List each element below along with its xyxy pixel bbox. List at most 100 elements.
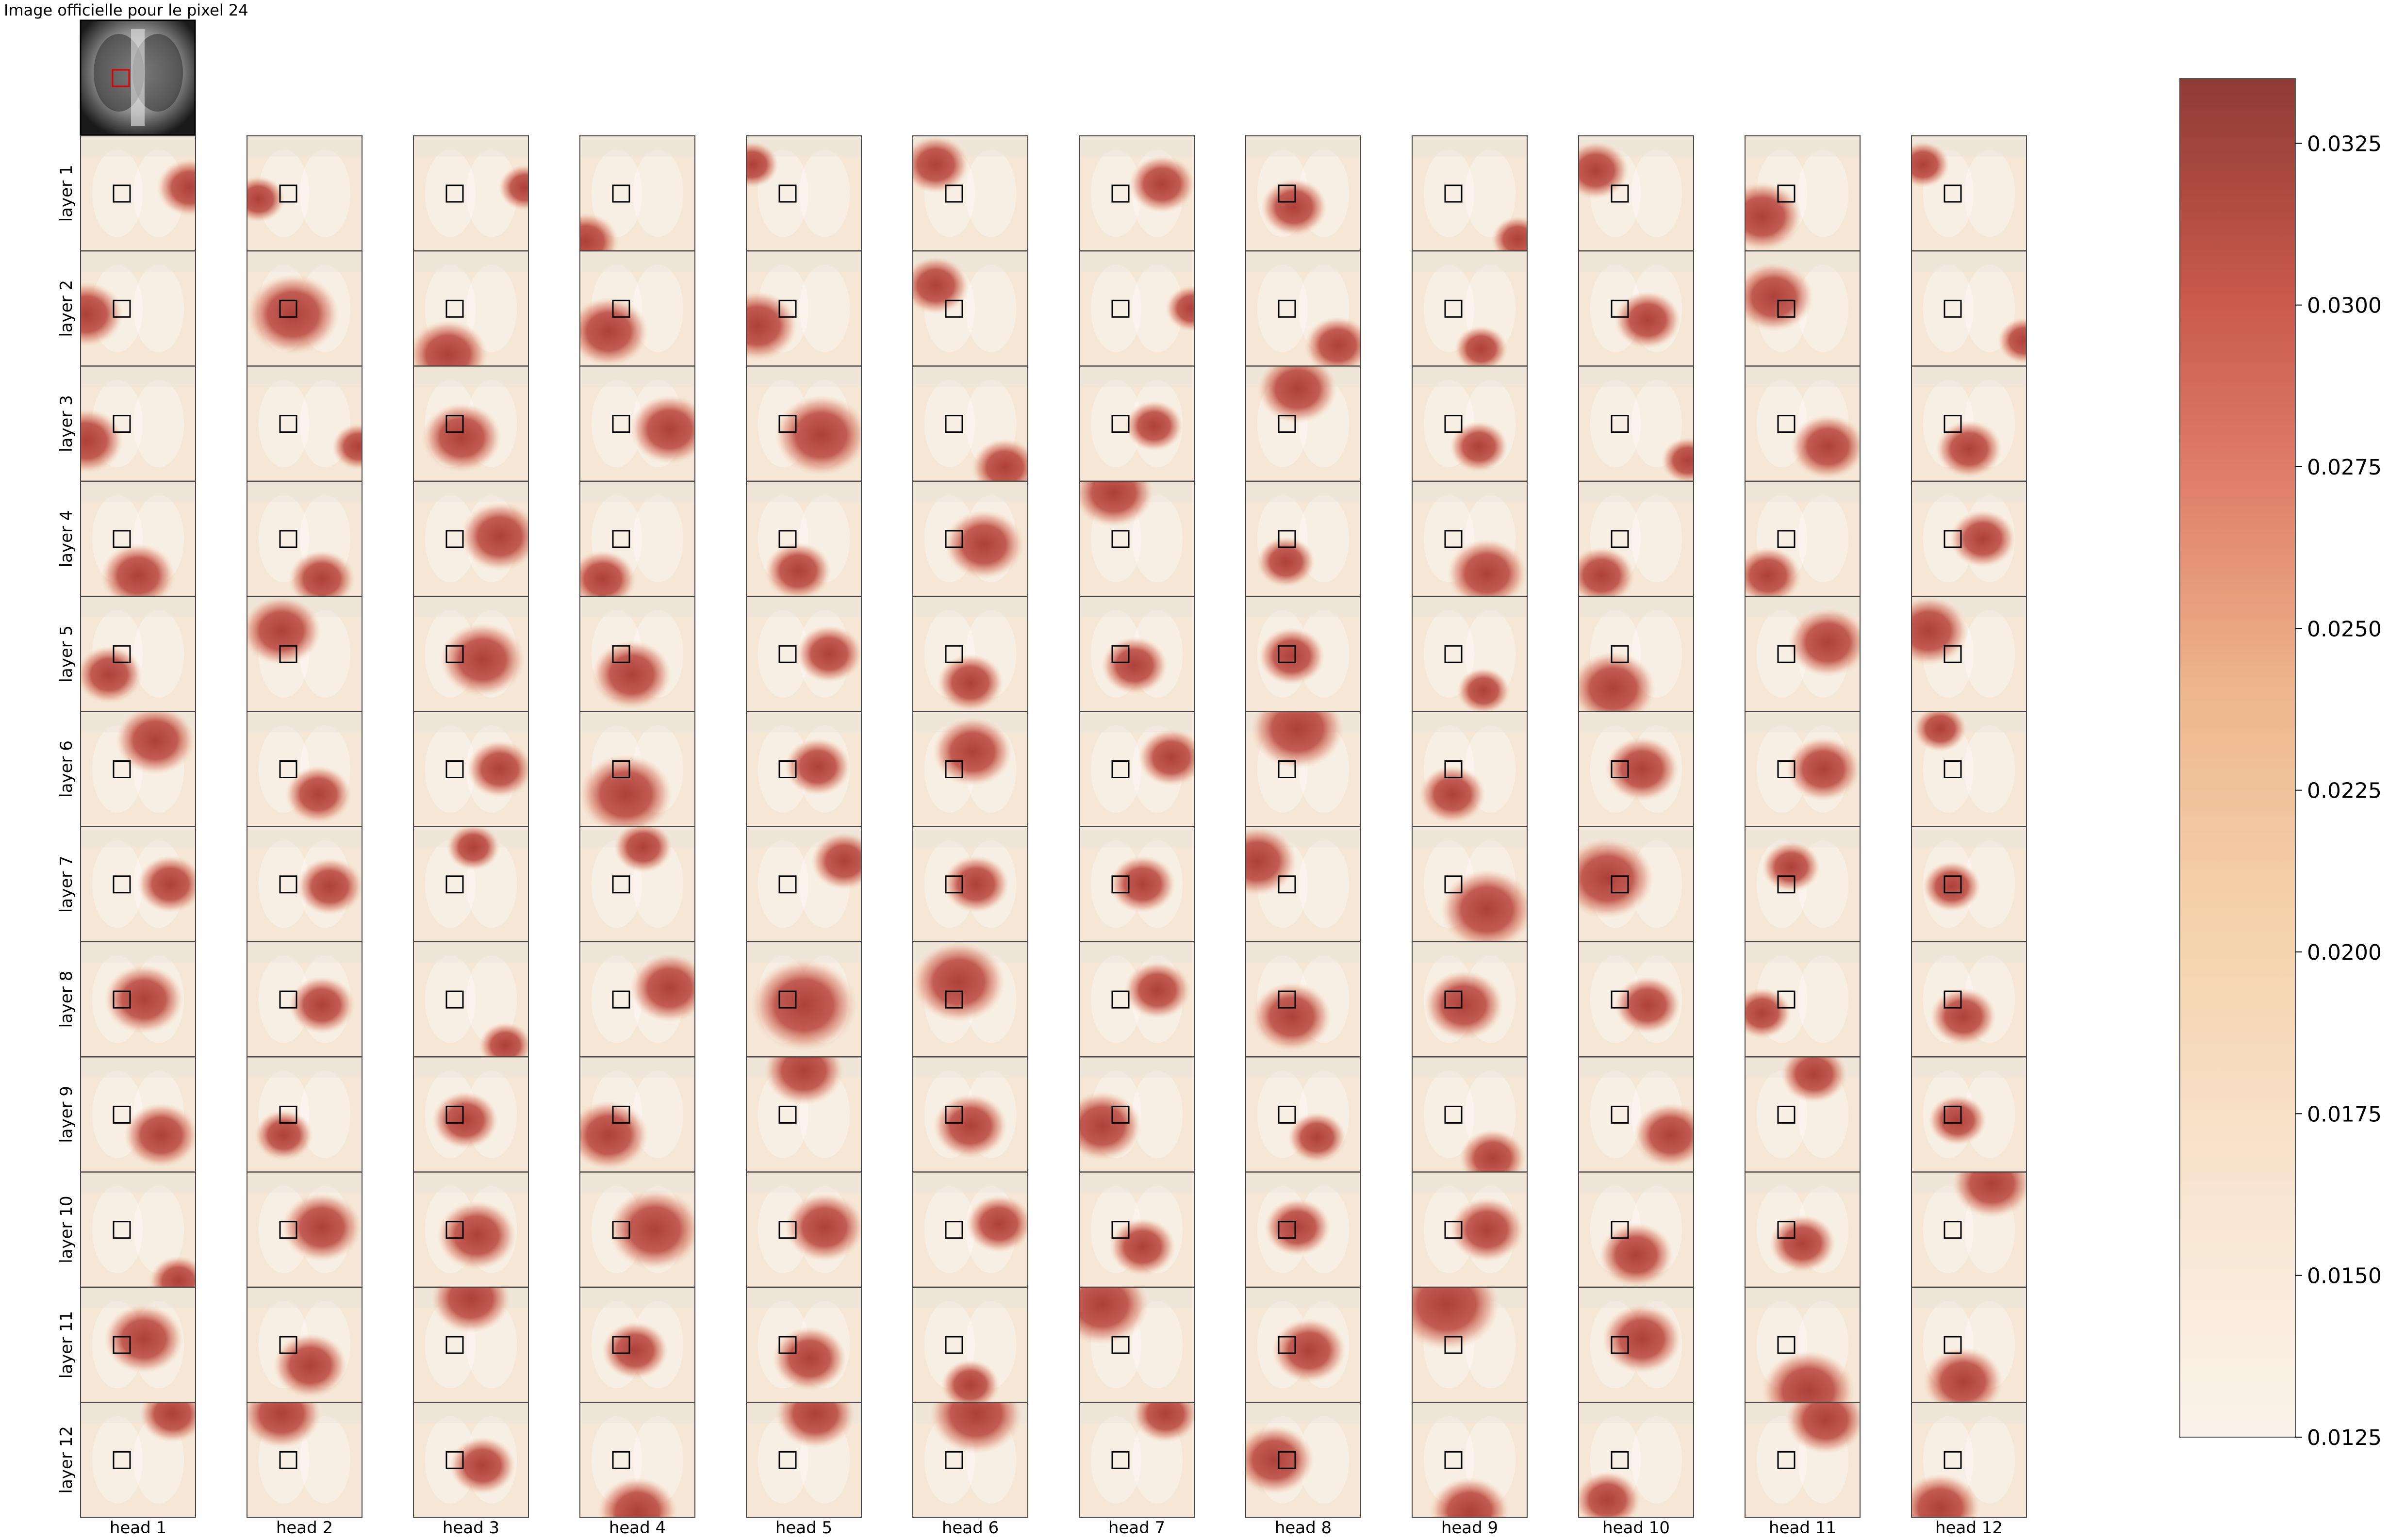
- attention-cell: [1079, 250, 1195, 367]
- attention-hotspot: [297, 857, 362, 916]
- attention-hotspot: [1997, 317, 2026, 364]
- pixel-marker: [1111, 645, 1130, 663]
- attention-hotspot: [966, 1195, 1028, 1253]
- pixel-marker: [612, 1451, 630, 1469]
- attention-hotspot: [1661, 437, 1694, 481]
- pixel-marker: [945, 1451, 963, 1469]
- attention-hotspot: [1781, 1057, 1847, 1103]
- column-label: head 10: [1602, 1518, 1670, 1538]
- attention-cell: [1911, 711, 2027, 827]
- attention-hotspot: [796, 625, 861, 683]
- pixel-marker: [279, 1336, 297, 1354]
- attention-cell: [1578, 1402, 1694, 1518]
- colorbar-tick-label: 0.0200: [2307, 940, 2382, 965]
- pixel-marker: [1278, 1105, 1296, 1124]
- attention-hotspot: [1762, 1350, 1855, 1402]
- attention-hotspot: [1132, 1402, 1194, 1443]
- attention-hotspot: [1952, 1172, 2026, 1218]
- pixel-marker: [1944, 990, 1962, 1009]
- pixel-marker: [279, 530, 297, 548]
- attention-hotspot: [460, 502, 528, 571]
- attention-hotspot: [764, 1057, 844, 1105]
- pixel-marker: [1278, 415, 1296, 433]
- attention-cell: [912, 480, 1028, 597]
- attention-cell: [247, 1402, 362, 1518]
- pixel-marker: [1777, 1105, 1796, 1124]
- column-label: head 5: [775, 1518, 832, 1538]
- attention-cell: [1079, 941, 1195, 1058]
- pixel-marker: [778, 1451, 797, 1469]
- attention-hotspot: [247, 176, 285, 222]
- row-label: layer 2: [57, 280, 76, 337]
- attention-cell: [579, 135, 695, 251]
- attention-cell: [413, 1171, 529, 1288]
- colorbar-tick-label: 0.0150: [2307, 1264, 2382, 1289]
- pixel-marker: [1111, 299, 1130, 318]
- pixel-marker: [1777, 415, 1796, 433]
- attention-cell: [912, 1287, 1028, 1403]
- attention-cell: [413, 711, 529, 827]
- attention-cell: [912, 1171, 1028, 1288]
- attention-cell: [1245, 365, 1361, 482]
- attention-hotspot: [751, 959, 857, 1051]
- pixel-marker: [279, 299, 297, 318]
- attention-cell: [1412, 1287, 1528, 1403]
- pixel-marker: [279, 184, 297, 203]
- pixel-marker: [1944, 1105, 1962, 1124]
- attention-cell: [247, 135, 362, 251]
- attention-cell: [1578, 135, 1694, 251]
- attention-cell: [746, 1402, 862, 1518]
- attention-hotspot: [943, 855, 1009, 913]
- pixel-marker: [945, 1221, 963, 1239]
- attention-cell: [247, 826, 362, 942]
- attention-hotspot: [784, 738, 851, 796]
- attention-hotspot: [1922, 861, 1981, 912]
- attention-cell: [912, 250, 1028, 367]
- attention-cell: [1911, 1287, 2027, 1403]
- attention-hotspot: [498, 164, 528, 211]
- colorbar-ticks: 0.0125 0.0150 0.0175 0.0200 0.0225 0.0250 0.02…: [2295, 131, 2382, 1450]
- attention-hotspot: [1447, 539, 1527, 596]
- row-label: layer 7: [57, 855, 76, 913]
- attention-hotspot: [413, 320, 488, 366]
- pixel-marker: [1611, 415, 1629, 433]
- attention-cell: [1079, 365, 1195, 482]
- attention-cell: [1911, 1056, 2027, 1173]
- attention-cell: [413, 480, 529, 597]
- attention-hotspot: [1911, 596, 1969, 666]
- attention-cell: [413, 365, 529, 482]
- pixel-marker: [1278, 1451, 1296, 1469]
- colorbar-gradient: [2179, 78, 2296, 1438]
- pixel-marker: [1278, 530, 1296, 548]
- attention-hotspot: [913, 942, 1005, 1022]
- attention-cell: [1245, 941, 1361, 1058]
- attention-hotspot: [1252, 982, 1332, 1051]
- row-label: layer 4: [57, 510, 76, 568]
- pixel-marker: [612, 415, 630, 433]
- row-label: layer 12: [57, 1426, 76, 1493]
- attention-cell: [1578, 1056, 1694, 1173]
- column-label: head 12: [1935, 1518, 2003, 1538]
- attention-hotspot: [1605, 737, 1679, 802]
- attention-hotspot: [937, 654, 1004, 712]
- attention-cell: [1412, 826, 1528, 942]
- pixel-marker: [1444, 530, 1463, 548]
- attention-cell: [1245, 250, 1361, 367]
- pixel-marker: [113, 990, 131, 1009]
- attention-hotspot: [440, 623, 525, 697]
- attention-hotspot: [1109, 855, 1176, 913]
- attention-cell: [1578, 596, 1694, 712]
- pixel-marker: [1278, 184, 1296, 203]
- attention-hotspot: [933, 1094, 1007, 1158]
- attention-cell: [579, 250, 695, 367]
- attention-cell: [746, 1287, 862, 1403]
- pixel-marker: [778, 184, 797, 203]
- pixel-marker: [113, 1221, 131, 1239]
- colorbar-tick-label: 0.0325: [2307, 131, 2382, 156]
- attention-cell: [746, 711, 862, 827]
- pixel-marker: [113, 530, 131, 548]
- attention-cell: [912, 826, 1028, 942]
- attention-cell: [1412, 135, 1528, 251]
- attention-hotspot: [580, 297, 648, 366]
- attention-cell: [247, 596, 362, 712]
